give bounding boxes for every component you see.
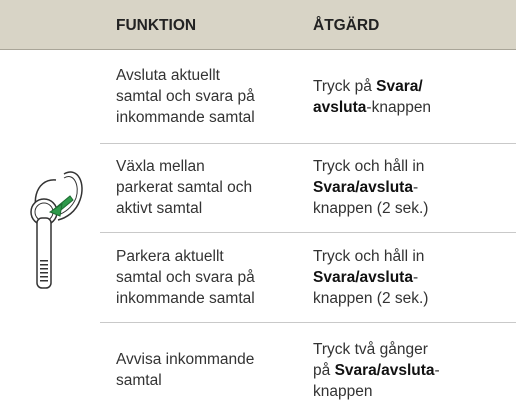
row-separator — [100, 143, 516, 144]
function-text: Parkera aktuellt samtal och svara på ink… — [116, 247, 255, 307]
action-bold-text: Svara/avsluta — [334, 361, 435, 379]
function-text: Avvisa inkommande samtal — [116, 351, 255, 389]
action-text: Tryck två gånger på Svara/avsluta- knapp… — [313, 339, 440, 402]
action-text: Tryck på Svara/ avsluta-knappen — [313, 76, 431, 118]
function-text: Växla mellan parkerat samtal och aktivt … — [116, 158, 253, 217]
action-text-part: Tryck på — [313, 77, 377, 95]
row-separator — [100, 322, 516, 323]
header-cell: ÅTGÄRD — [313, 17, 380, 34]
function-cell: Växla mellan parkerat samtal och aktivt … — [116, 143, 301, 232]
action-bold-text: Svara/ avsluta — [313, 77, 423, 116]
headset-icon — [30, 171, 83, 289]
action-text-part: - knappen (2 sek.) — [313, 268, 429, 307]
action-text-part: -knappen — [366, 98, 432, 116]
action-text: Tryck och håll in Svara/avsluta- knappen… — [313, 246, 428, 309]
action-cell: Tryck på Svara/ avsluta-knappen — [313, 50, 508, 143]
function-cell: Avvisa inkommande samtal — [116, 322, 301, 418]
action-text-part: Tryck två gånger på — [313, 340, 428, 379]
table-header: FUNKTION ÅTGÄRD — [0, 0, 516, 50]
function-text: Avsluta aktuellt samtal och svara på ink… — [116, 67, 255, 126]
function-cell: Parkera aktuellt samtal och svara på ink… — [116, 232, 301, 322]
action-text-part: Tryck och håll in — [313, 158, 425, 175]
action-text-part: - knappen (2 sek.) — [313, 179, 429, 217]
action-bold-text: Svara/avsluta — [313, 268, 413, 286]
action-cell: Tryck två gånger på Svara/avsluta- knapp… — [313, 322, 508, 418]
action-text: Tryck och håll in Svara/avsluta- knappen… — [313, 156, 428, 219]
action-text-part: - knappen — [313, 361, 440, 400]
function-cell: Avsluta aktuellt samtal och svara på ink… — [116, 50, 301, 143]
action-text-part: Tryck och håll in — [313, 247, 425, 265]
action-cell: Tryck och håll in Svara/avsluta- knappen… — [313, 143, 508, 232]
action-cell: Tryck och håll in Svara/avsluta- knappen… — [313, 232, 508, 322]
header-cell: FUNKTION — [116, 17, 197, 34]
row-separator — [100, 232, 516, 233]
action-bold-text: Svara/avsluta — [313, 179, 413, 196]
